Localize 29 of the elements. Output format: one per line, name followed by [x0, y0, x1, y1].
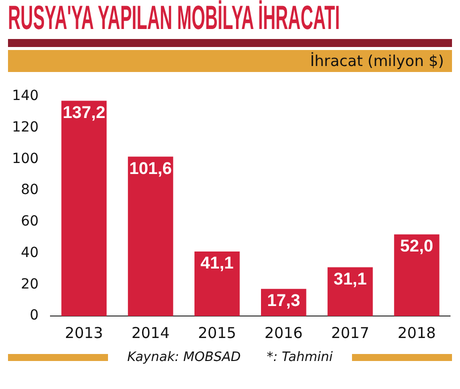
y-tick-label: 80 — [20, 182, 39, 198]
y-tick-label: 40 — [20, 244, 39, 261]
bar — [194, 252, 240, 316]
data-label: 101,6 — [129, 158, 172, 178]
y-tick-label: 120 — [12, 119, 39, 136]
bar — [61, 100, 107, 316]
data-label: 137,2 — [62, 102, 106, 122]
x-tick-label: 2015 — [198, 324, 236, 342]
text: *: Tahmini — [266, 350, 333, 364]
y-tick-label: 140 — [12, 88, 39, 104]
x-tick-label: 2018 — [398, 324, 436, 342]
data-label: 17,3 — [267, 291, 300, 310]
y-tick-label: 100 — [12, 150, 39, 167]
y-tick-label: 20 — [20, 276, 39, 292]
y-tick-label: 0 — [30, 308, 39, 324]
x-tick-label: 2013 — [64, 324, 104, 342]
data-label: 31,1 — [334, 269, 367, 288]
bar — [128, 156, 174, 316]
y-axis-title: İhracat (milyon $) — [8, 50, 452, 72]
x-tick-label: 2017 — [331, 324, 370, 342]
text: Kaynak: MOBSAD — [127, 350, 241, 364]
chart-title: RUSYA'YA YAPILAN MOBİLYA İHRACATI — [8, 0, 340, 36]
bar — [328, 267, 373, 316]
bar — [394, 234, 440, 316]
y-tick-label: 60 — [20, 214, 39, 230]
x-tick-label: 2014 — [131, 324, 170, 342]
data-label: 41,1 — [200, 254, 234, 273]
data-label: 52,0 — [400, 236, 434, 256]
x-tick-label: 2016 — [264, 324, 303, 342]
